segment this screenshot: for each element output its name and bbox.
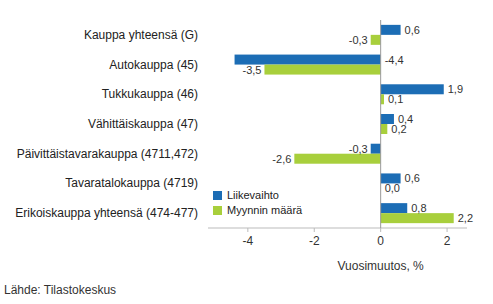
data-label: 2,2 bbox=[458, 212, 473, 224]
category-label: Erikoiskauppa yhteensä (474-477) bbox=[15, 206, 198, 220]
bar bbox=[381, 124, 388, 134]
data-label: -4,4 bbox=[385, 54, 404, 66]
tick-label: 0 bbox=[377, 234, 384, 248]
category-label: Kauppa yhteensä (G) bbox=[84, 28, 198, 42]
category-label: Autokauppa (45) bbox=[109, 58, 198, 72]
data-label: 1,9 bbox=[448, 83, 463, 95]
data-label: -2,6 bbox=[272, 153, 291, 165]
legend-swatch bbox=[213, 206, 222, 215]
source: Lähde: Tilastokeskus bbox=[4, 283, 116, 297]
zero-line bbox=[380, 20, 381, 228]
data-label: 0,6 bbox=[405, 24, 420, 36]
legend-swatch bbox=[213, 191, 222, 200]
bar bbox=[294, 154, 380, 164]
data-label: 0,1 bbox=[388, 93, 403, 105]
tick-label: -4 bbox=[243, 234, 254, 248]
data-label: -0,3 bbox=[349, 143, 368, 155]
category-label: Tukkukauppa (46) bbox=[102, 87, 198, 101]
data-label: 0,0 bbox=[385, 182, 400, 194]
category-label: Päivittäistavarakauppa (4711,472) bbox=[17, 147, 198, 161]
legend-label: Myynnin määrä bbox=[227, 204, 303, 216]
bar bbox=[381, 25, 401, 35]
category-label: Tavaratalokauppa (4719) bbox=[65, 176, 198, 190]
tick bbox=[447, 228, 448, 232]
data-label: 0,2 bbox=[391, 123, 406, 135]
data-label: -0,3 bbox=[349, 34, 368, 46]
tick-label: -2 bbox=[309, 234, 320, 248]
tick bbox=[247, 228, 248, 232]
category-label: Vähittäiskauppa (47) bbox=[88, 117, 198, 131]
x-axis-line bbox=[208, 228, 467, 229]
tick-label: 2 bbox=[444, 234, 451, 248]
legend-label: Liikevaihto bbox=[227, 189, 279, 201]
data-label: 0,6 bbox=[405, 172, 420, 184]
x-axis-label: Vuosimuutos, % bbox=[338, 259, 425, 273]
data-label: -3,5 bbox=[242, 64, 261, 76]
bar bbox=[381, 213, 454, 223]
bar bbox=[264, 65, 380, 75]
bar bbox=[381, 203, 408, 213]
bar bbox=[371, 144, 381, 154]
tick bbox=[380, 228, 381, 232]
chart: -4 -2 0 2 Kauppa yhteensä (G) Autokauppa (45)… bbox=[0, 0, 493, 304]
tick bbox=[314, 228, 315, 232]
bar bbox=[371, 35, 381, 45]
data-label: 0,8 bbox=[411, 202, 426, 214]
